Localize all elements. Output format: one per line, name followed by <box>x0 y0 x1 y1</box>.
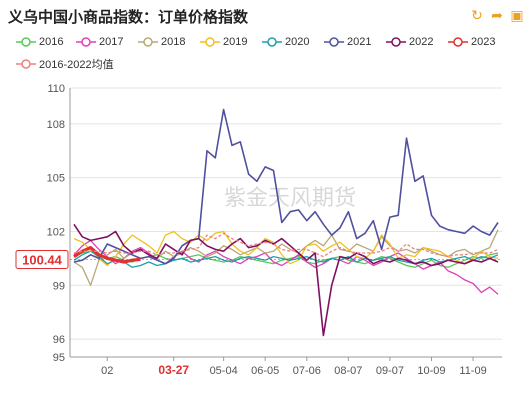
legend-item-2019[interactable]: 2019 <box>200 36 247 48</box>
legend-label: 2016 <box>39 36 64 48</box>
series-line-2017 <box>73 239 499 295</box>
legend-marker-icon <box>200 37 220 47</box>
x-tick-label: 08-07 <box>334 365 362 377</box>
y-tick-label: 108 <box>47 119 65 131</box>
legend-label: 2018 <box>161 36 186 48</box>
y-tick-label: 96 <box>53 334 65 346</box>
legend-label: 2022 <box>409 36 434 48</box>
legend-marker-icon <box>324 37 344 47</box>
series-line-2023 <box>73 246 141 264</box>
legend-item-2023[interactable]: 2023 <box>448 36 495 48</box>
legend-marker-icon <box>16 37 36 47</box>
x-tick-label: 02 <box>101 365 113 377</box>
series-line-2021 <box>73 108 499 265</box>
legend-item-2018[interactable]: 2018 <box>138 36 185 48</box>
y-tick-label: 95 <box>53 352 65 364</box>
refresh-icon[interactable]: ↻ <box>471 7 483 23</box>
legend-marker-icon <box>76 37 96 47</box>
x-tick-label: 06-05 <box>251 365 279 377</box>
series-line-2016-2022均值 <box>73 232 499 258</box>
current-value-label: 100.44 <box>22 252 63 267</box>
save-image-icon[interactable]: ▣ <box>510 7 524 23</box>
legend-marker-icon <box>262 37 282 47</box>
legend-marker-icon <box>386 37 406 47</box>
y-tick-label: 105 <box>47 173 65 185</box>
x-tick-label: 10-09 <box>417 365 445 377</box>
legend-marker-icon <box>138 37 158 47</box>
legend-label: 2021 <box>347 36 372 48</box>
current-value-badge <box>15 249 69 269</box>
legend-item-2022[interactable]: 2022 <box>386 36 433 48</box>
legend-item-2020[interactable]: 2020 <box>262 36 309 48</box>
chart-title: 义乌中国小商品指数：订单价格指数 <box>8 9 249 26</box>
chart-toolbar: ↻ ➦ ▣ <box>470 8 524 22</box>
x-tick-label: 11-09 <box>459 365 486 377</box>
y-tick-label: 99 <box>53 280 65 292</box>
legend-item-2017[interactable]: 2017 <box>76 36 123 48</box>
x-tick-label: 03-27 <box>158 363 189 377</box>
legend-label: 2019 <box>223 36 248 48</box>
y-tick-label: 102 <box>47 226 65 238</box>
series-line-2022 <box>73 223 499 337</box>
legend-label: 2023 <box>471 36 496 48</box>
x-tick-label: 05-04 <box>210 365 238 377</box>
legend-item-2021[interactable]: 2021 <box>324 36 371 48</box>
legend-label: 2017 <box>99 36 124 48</box>
x-tick-label: 09-07 <box>376 365 404 377</box>
legend-item-2016[interactable]: 2016 <box>16 36 63 48</box>
legend-label: 2016-2022均值 <box>39 59 114 71</box>
x-tick-label: 07-06 <box>293 365 321 377</box>
legend-label: 2020 <box>285 36 310 48</box>
legend-marker-icon <box>448 37 468 47</box>
y-tick-label: 110 <box>47 83 65 95</box>
share-icon[interactable]: ➦ <box>491 7 503 23</box>
watermark-text: 紫金天风期货 <box>224 185 356 210</box>
legend-item-2016-2022均值[interactable]: 2016-2022均值 <box>16 56 114 72</box>
legend-marker-icon <box>16 59 36 69</box>
